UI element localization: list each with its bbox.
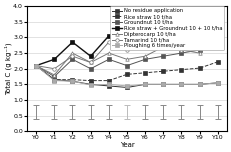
Tamarind 10 t/ha: [144, 46, 146, 48]
Groundnut 10 t/ha: [198, 49, 201, 51]
Rice straw + Groundnut 10 + 10 t/ha: [126, 46, 128, 48]
Ploughing 6 times/year: [216, 82, 219, 84]
Rice straw 10 t/ha: [126, 73, 128, 75]
Tamarind 10 t/ha: [126, 49, 128, 51]
Groundnut 10 t/ha: [162, 55, 165, 57]
Tamarind 10 t/ha: [198, 38, 201, 40]
Rice straw + Groundnut 10 + 10 t/ha: [144, 38, 146, 40]
Groundnut 10 t/ha: [107, 58, 110, 60]
Rice straw 10 t/ha: [162, 70, 165, 72]
Dipterocarp 10 t/ha: [53, 74, 56, 76]
Groundnut 10 t/ha: [126, 65, 128, 67]
Tamarind 10 t/ha: [53, 68, 56, 70]
Ploughing 6 times/year: [35, 65, 38, 67]
Rice straw 10 t/ha: [89, 80, 92, 81]
Rice straw + Groundnut 10 + 10 t/ha: [107, 35, 110, 37]
Ploughing 6 times/year: [126, 85, 128, 87]
No residue application: [35, 65, 38, 67]
Rice straw 10 t/ha: [144, 72, 146, 74]
Ploughing 6 times/year: [53, 80, 56, 81]
Dipterocarp 10 t/ha: [71, 52, 74, 54]
No residue application: [162, 83, 165, 85]
Line: Rice straw 10 t/ha: Rice straw 10 t/ha: [34, 60, 219, 82]
Line: Tamarind 10 t/ha: Tamarind 10 t/ha: [34, 20, 219, 71]
Dipterocarp 10 t/ha: [89, 62, 92, 63]
Dipterocarp 10 t/ha: [162, 46, 165, 48]
Ploughing 6 times/year: [144, 83, 146, 85]
X-axis label: Year: Year: [120, 142, 134, 148]
Ploughing 6 times/year: [89, 84, 92, 86]
Groundnut 10 t/ha: [53, 76, 56, 78]
Rice straw + Groundnut 10 + 10 t/ha: [35, 65, 38, 67]
Groundnut 10 t/ha: [35, 65, 38, 67]
Dipterocarp 10 t/ha: [126, 58, 128, 60]
Rice straw 10 t/ha: [35, 65, 38, 67]
Dipterocarp 10 t/ha: [180, 49, 183, 51]
No residue application: [107, 85, 110, 87]
Ploughing 6 times/year: [71, 80, 74, 82]
No residue application: [53, 79, 56, 81]
Rice straw + Groundnut 10 + 10 t/ha: [162, 30, 165, 32]
Line: Rice straw + Groundnut 10 + 10 t/ha: Rice straw + Groundnut 10 + 10 t/ha: [34, 15, 220, 68]
Groundnut 10 t/ha: [144, 58, 146, 60]
Tamarind 10 t/ha: [216, 21, 219, 23]
Rice straw + Groundnut 10 + 10 t/ha: [53, 58, 56, 60]
Ploughing 6 times/year: [107, 83, 110, 85]
Rice straw 10 t/ha: [180, 69, 183, 71]
Rice straw + Groundnut 10 + 10 t/ha: [198, 36, 201, 38]
Dipterocarp 10 t/ha: [216, 33, 219, 35]
Ploughing 6 times/year: [198, 83, 201, 85]
Rice straw 10 t/ha: [216, 61, 219, 63]
No residue application: [144, 83, 146, 85]
Rice straw 10 t/ha: [107, 80, 110, 81]
Tamarind 10 t/ha: [89, 62, 92, 63]
Tamarind 10 t/ha: [71, 55, 74, 57]
No residue application: [71, 80, 74, 82]
Line: Dipterocarp 10 t/ha: Dipterocarp 10 t/ha: [34, 33, 219, 77]
No residue application: [89, 83, 92, 85]
Legend: No residue application, Rice straw 10 t/ha, Groundnut 10 t/ha, Rice straw + Grou: No residue application, Rice straw 10 t/…: [110, 6, 224, 50]
Dipterocarp 10 t/ha: [198, 52, 201, 54]
Line: Groundnut 10 t/ha: Groundnut 10 t/ha: [34, 29, 219, 78]
Tamarind 10 t/ha: [162, 46, 165, 48]
Groundnut 10 t/ha: [180, 52, 183, 54]
No residue application: [216, 82, 219, 84]
Dipterocarp 10 t/ha: [144, 55, 146, 57]
Groundnut 10 t/ha: [216, 30, 219, 32]
No residue application: [198, 83, 201, 85]
No residue application: [180, 83, 183, 85]
Ploughing 6 times/year: [180, 83, 183, 85]
Rice straw 10 t/ha: [53, 79, 56, 81]
Rice straw + Groundnut 10 + 10 t/ha: [180, 35, 183, 37]
Line: Ploughing 6 times/year: Ploughing 6 times/year: [34, 64, 219, 88]
No residue application: [126, 87, 128, 88]
Groundnut 10 t/ha: [71, 58, 74, 60]
Ploughing 6 times/year: [162, 83, 165, 85]
Dipterocarp 10 t/ha: [107, 52, 110, 54]
Rice straw 10 t/ha: [71, 79, 74, 81]
Rice straw + Groundnut 10 + 10 t/ha: [216, 16, 219, 18]
Groundnut 10 t/ha: [89, 68, 92, 70]
Dipterocarp 10 t/ha: [35, 65, 38, 67]
Line: No residue application: No residue application: [34, 64, 219, 89]
Rice straw + Groundnut 10 + 10 t/ha: [89, 55, 92, 57]
Rice straw + Groundnut 10 + 10 t/ha: [71, 41, 74, 43]
Tamarind 10 t/ha: [107, 41, 110, 43]
Tamarind 10 t/ha: [35, 65, 38, 67]
Y-axis label: Total C (g kg⁻¹): Total C (g kg⁻¹): [4, 42, 12, 95]
Rice straw 10 t/ha: [198, 67, 201, 69]
Tamarind 10 t/ha: [180, 46, 183, 48]
